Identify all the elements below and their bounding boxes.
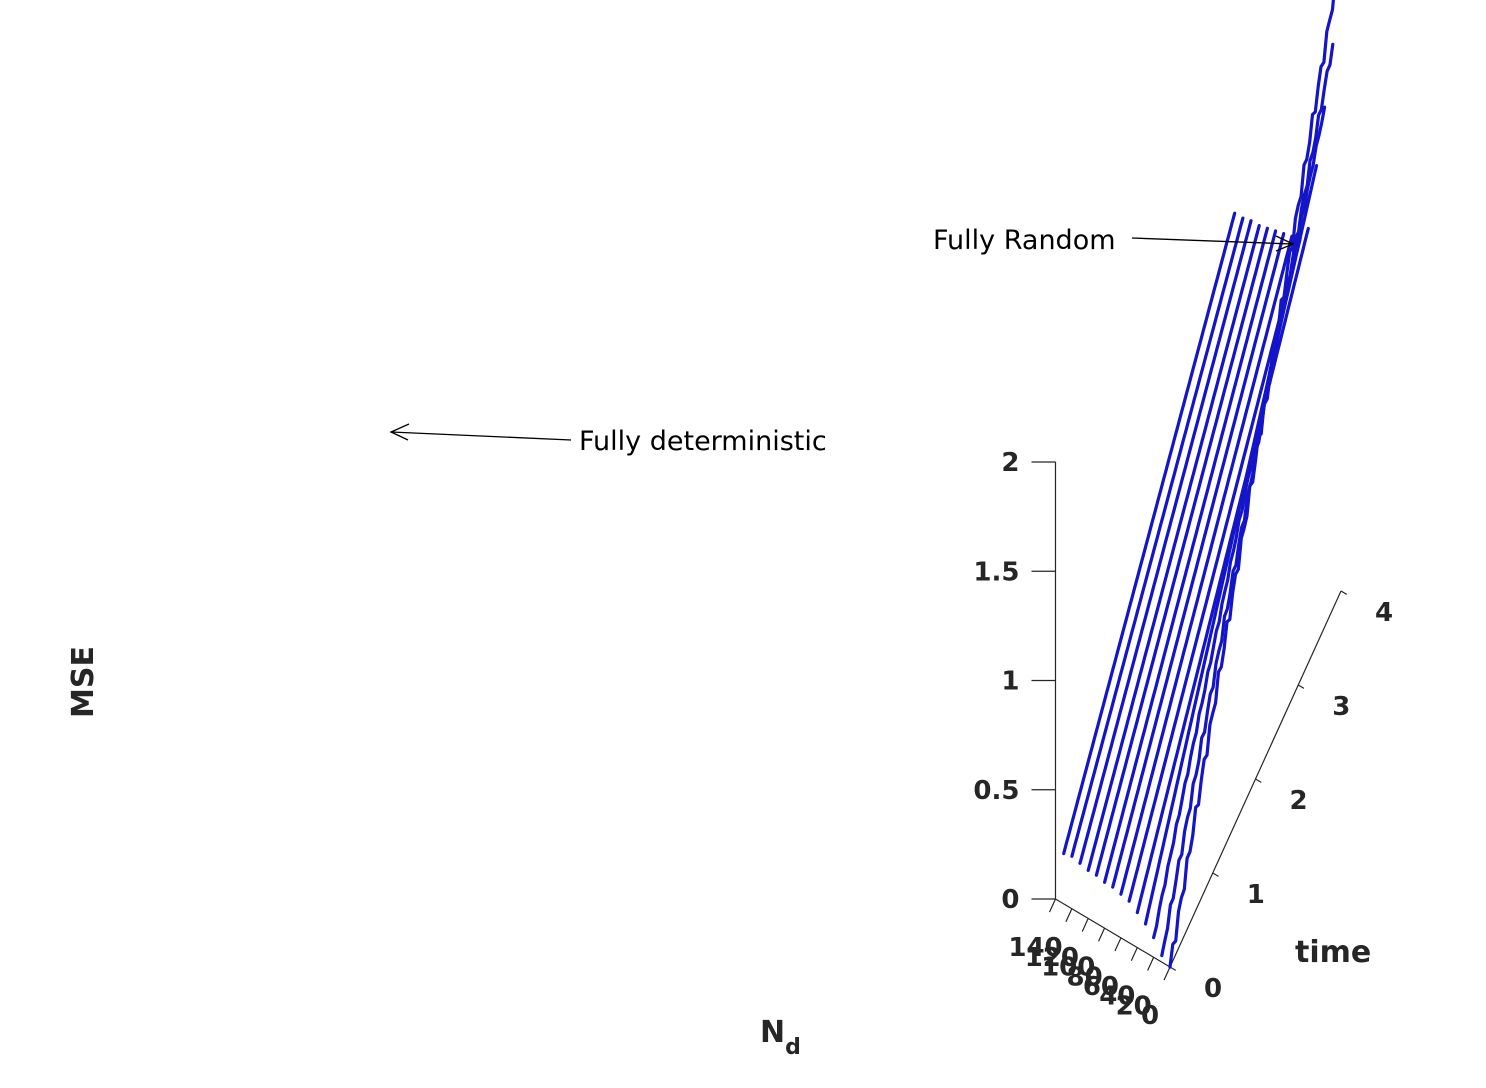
series-line [1062,211,1237,856]
labels-group: MSE Nd time [66,646,1371,1060]
series-group [1062,0,1335,969]
x-tick-label: 20 [1116,991,1152,1021]
series-line [1070,216,1245,858]
z-tick-label: 1 [1001,667,1019,697]
x-tick-label: 60 [1083,972,1119,1002]
y-tick-label: 3 [1332,692,1350,722]
y-tick-label: 0 [1204,974,1222,1004]
series-line [1078,219,1253,865]
x-axis-label-subscript: d [785,1035,801,1060]
x-tick-label: 120 [1025,943,1079,973]
z-tick-label: 2 [1001,448,1019,478]
x-tick-mark [1163,966,1171,981]
series-line [1111,232,1286,889]
y-axis-label: time [1295,935,1371,970]
series-line [1135,226,1310,915]
x-tick-label: 40 [1099,982,1135,1012]
series-line [1127,237,1302,903]
annotation-fully-random: Fully Random [933,225,1116,256]
series-line [1103,229,1278,884]
y-tick-mark [1255,778,1262,783]
y-tick-label: 2 [1290,786,1308,816]
y-tick-mark [1340,590,1348,595]
z-axis-label: MSE [66,646,101,718]
x-tick-mark [1147,957,1155,971]
series-line [1119,234,1294,896]
x-tick-label: 140 [1008,933,1062,963]
annotation-fully-random-arrowhead [1275,235,1295,252]
x-tick-mark [1048,898,1057,913]
x-tick-mark [1065,908,1073,923]
x-tick-mark [1081,918,1089,932]
annotations-group: Fully Random Fully deterministic [389,225,1295,457]
x-tick-mark [1114,937,1122,952]
annotation-fully-deterministic: Fully deterministic [579,426,827,457]
series-line [1160,42,1335,958]
annotation-fully-random-arrow [1131,237,1293,245]
annotation-fully-deterministic-arrow [390,431,572,441]
y-tick-label: 1 [1247,880,1265,910]
x-axis-line [1055,898,1171,968]
z-tick-label: 0 [1001,885,1019,915]
series-line [1152,105,1327,940]
x-tick-label: 100 [1041,953,1095,983]
x-tick-label: 0 [1141,1001,1159,1031]
x-tick-mark [1130,947,1138,961]
x-axis-label: Nd [760,1015,801,1060]
y-tick-label: 4 [1375,598,1393,628]
series-line [1094,226,1269,877]
x-axis-label-main: N [760,1015,785,1050]
series-line [1086,224,1261,872]
y-tick-mark [1297,684,1305,689]
z-tick-label: 0.5 [973,776,1019,806]
y-tick-mark [1212,872,1219,877]
z-tick-label: 1.5 [973,557,1019,587]
x-tick-label: 80 [1066,962,1102,992]
x-tick-mark [1098,927,1106,942]
annotation-fully-deterministic-arrowhead [389,423,410,441]
